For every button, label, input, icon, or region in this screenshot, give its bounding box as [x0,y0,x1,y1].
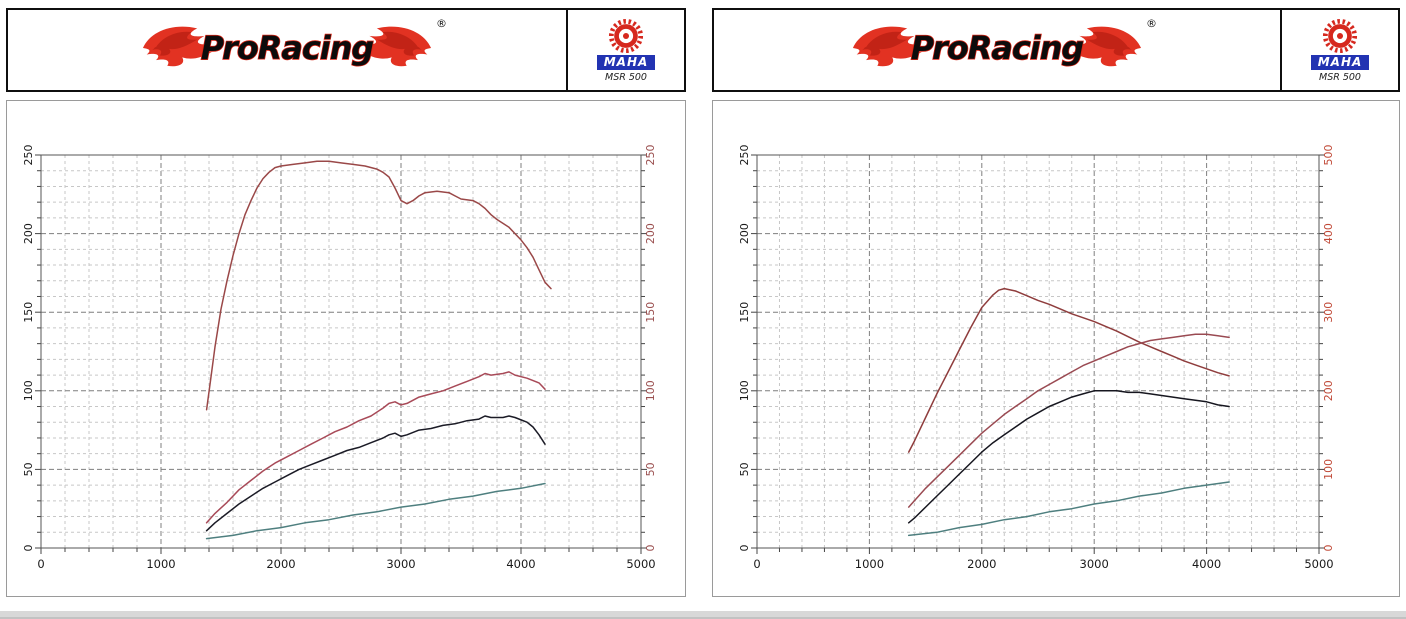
axis-tick-label: 250 [738,145,751,166]
axis-tick-label: 150 [22,302,35,323]
axis-tick-label: 200 [1322,380,1335,401]
axis-tick-label: 100 [22,380,35,401]
axis-tick-label: 5000 [626,557,655,571]
flame-right-icon [1071,26,1142,67]
power-curve-black [205,415,546,532]
dyno-plot-svg: 0 1000 2000 3000 4000 5000 0 50 100 150 200 250 0 100… [738,145,1335,572]
axis-tick-label: 100 [738,380,751,401]
brand-text: ProRacing [911,30,1084,67]
flame-left-icon [852,26,923,67]
axis-tick-label: 1000 [855,557,884,571]
axis-tick-label: 200 [644,223,657,244]
axis-tick-label: 50 [644,462,657,476]
dyno-sheet-left: ProRacing ® MAHA MSR 500 0 1000 2000 3000 40… [6,8,686,597]
registered-mark: ® [436,17,447,30]
axis-tick-label: 1000 [146,557,175,571]
proracing-logo: ProRacing [852,26,1142,68]
axis-tick-label: 0 [22,545,35,552]
axis-tick-label: 0 [753,557,760,571]
proracing-logo: ProRacing [142,26,432,68]
maha-logo: MAHA MSR 500 [1280,10,1398,90]
sheet-header-right: ProRacing ® MAHA MSR 500 [712,8,1400,92]
axis-tick-label: 4000 [1192,557,1221,571]
maha-model-text: MSR 500 [605,71,647,83]
axis-tick-label: 4000 [506,557,535,571]
axis-tick-label: 3000 [1080,557,1109,571]
brand-text: ProRacing [201,30,374,67]
maha-logo: MAHA MSR 500 [566,10,684,90]
flame-left-icon [142,26,213,67]
axis-tick-label: 150 [644,302,657,323]
brand-area: ProRacing ® [8,10,566,90]
torque-curve-dark-red [907,287,1230,453]
page-bottom-strip [0,611,1406,619]
axis-tick-label: 250 [22,145,35,166]
axis-tick-label: 0 [1322,545,1335,552]
axis-tick-label: 100 [1322,459,1335,480]
dyno-chart-right: 0 1000 2000 3000 4000 5000 0 50 100 150 200 250 0 100… [712,100,1400,597]
maha-star-icon [1322,18,1358,53]
dyno-chart-left: 0 1000 2000 3000 4000 5000 0 50 100 150 200 250 0 50 1… [6,100,686,597]
power-curve-black [907,390,1230,524]
power-curve-maroon [907,333,1230,508]
maha-logo-text: MAHA [1310,54,1370,70]
axis-tick-label: 3000 [386,557,415,571]
flame-right-icon [361,26,432,67]
registered-mark: ® [1146,17,1157,30]
axis-tick-label: 2000 [967,557,996,571]
axis-tick-label: 200 [22,223,35,244]
axis-tick-label: 100 [644,380,657,401]
sheet-header-left: ProRacing ® MAHA MSR 500 [6,8,686,92]
axis-tick-label: 150 [738,302,751,323]
axis-tick-label: 0 [738,545,751,552]
axis-tick-label: 200 [738,223,751,244]
power-curve-red [205,371,546,524]
axis-tick-label: 5000 [1304,557,1333,571]
dyno-plot-svg: 0 1000 2000 3000 4000 5000 0 50 100 150 200 250 0 50 1… [22,145,657,572]
axis-tick-label: 500 [1322,145,1335,166]
torque-curve-dark-red [205,160,552,411]
dyno-sheet-right: ProRacing ® MAHA MSR 500 0 1000 2000 3000 40… [712,8,1400,597]
axis-tick-label: 300 [1322,302,1335,323]
maha-model-text: MSR 500 [1319,71,1361,83]
loss-curve-teal [907,481,1230,537]
axis-tick-label: 400 [1322,223,1335,244]
maha-logo-text: MAHA [596,54,656,70]
maha-star-icon [608,18,644,53]
axis-tick-label: 0 [644,545,657,552]
axis-tick-label: 2000 [266,557,295,571]
axis-tick-label: 50 [22,462,35,476]
loss-curve-teal [205,482,546,540]
axis-tick-label: 0 [37,557,44,571]
brand-area: ProRacing ® [714,10,1280,90]
axis-tick-label: 50 [738,462,751,476]
axis-tick-label: 250 [644,145,657,166]
